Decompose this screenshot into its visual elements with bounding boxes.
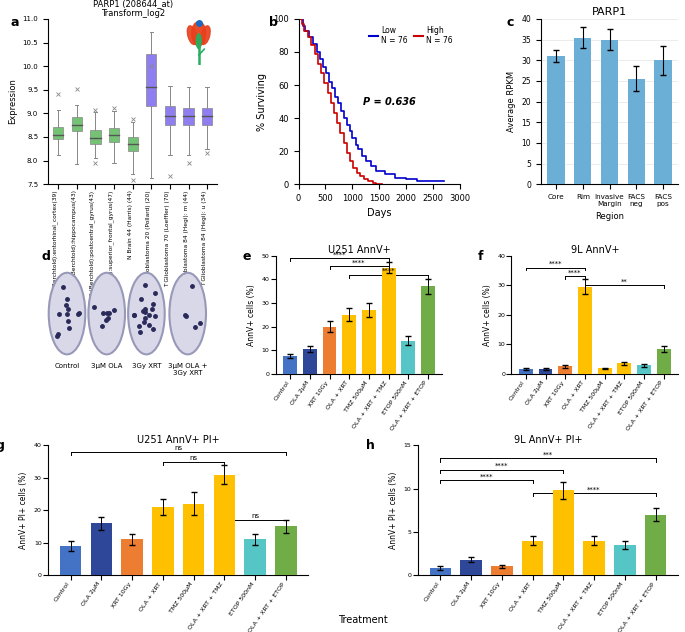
Bar	[601, 40, 619, 184]
Text: ****: ****	[382, 268, 395, 274]
Text: P = 0.636: P = 0.636	[363, 97, 416, 107]
X-axis label: Days: Days	[367, 209, 391, 219]
Bar	[491, 566, 512, 575]
Bar	[109, 128, 119, 142]
Text: 3Gy XRT: 3Gy XRT	[132, 363, 161, 369]
Y-axis label: AnnV+ cells (%): AnnV+ cells (%)	[483, 284, 492, 346]
Bar	[657, 349, 671, 374]
Bar	[627, 79, 645, 184]
Text: ****: ****	[495, 463, 508, 469]
Text: 3μM OLA +
3Gy XRT: 3μM OLA + 3Gy XRT	[168, 363, 208, 376]
Bar	[547, 56, 564, 184]
Bar	[90, 130, 101, 144]
Y-axis label: AnnV+ cells (%): AnnV+ cells (%)	[247, 284, 256, 346]
Text: d: d	[42, 250, 51, 263]
Text: g: g	[0, 439, 5, 452]
Bar	[382, 267, 395, 374]
Bar	[362, 310, 376, 374]
Bar	[645, 514, 667, 575]
Bar	[342, 315, 356, 374]
Title: U251 AnnV+ PI+: U251 AnnV+ PI+	[137, 435, 219, 444]
Text: e: e	[242, 250, 251, 263]
Y-axis label: AnnV+ PI+ cells (%): AnnV+ PI+ cells (%)	[19, 471, 28, 549]
Text: ns: ns	[251, 513, 259, 520]
Text: f: f	[478, 250, 484, 263]
Bar	[460, 559, 482, 575]
Bar	[275, 526, 297, 575]
Bar	[165, 106, 175, 125]
Text: ***: ***	[543, 452, 553, 458]
Text: ****: ****	[549, 261, 562, 267]
Bar	[214, 475, 235, 575]
Bar	[284, 356, 297, 374]
Title: U251 AnnV+: U251 AnnV+	[327, 245, 390, 255]
Text: Treatment: Treatment	[338, 614, 388, 624]
Bar	[184, 107, 194, 125]
Bar	[245, 540, 266, 575]
Text: 3μM OLA: 3μM OLA	[91, 363, 123, 369]
Bar	[202, 107, 212, 125]
Bar	[574, 37, 591, 184]
Bar	[584, 540, 605, 575]
Title: PARP1: PARP1	[592, 7, 627, 17]
Bar	[146, 54, 156, 106]
Bar	[637, 365, 651, 374]
Text: b: b	[269, 16, 278, 28]
Bar	[617, 363, 631, 374]
Bar	[121, 540, 142, 575]
Text: ****: ****	[352, 260, 366, 266]
Text: **: **	[621, 279, 627, 284]
Legend: Low
N = 76, High
N = 76: Low N = 76, High N = 76	[366, 23, 456, 48]
Bar	[538, 369, 552, 374]
Text: Control: Control	[54, 363, 79, 369]
Bar	[401, 341, 415, 374]
Text: c: c	[507, 16, 514, 28]
Y-axis label: % Surviving: % Surviving	[258, 73, 267, 131]
Bar	[598, 368, 612, 374]
Bar	[429, 568, 451, 575]
Title: 9L AnnV+ PI+: 9L AnnV+ PI+	[514, 435, 582, 444]
Bar	[522, 540, 543, 575]
Text: a: a	[11, 16, 19, 28]
Bar	[553, 490, 574, 575]
Bar	[53, 126, 63, 139]
Bar	[152, 507, 173, 575]
Text: ns: ns	[174, 445, 182, 451]
Bar	[614, 545, 636, 575]
Bar	[72, 117, 82, 131]
Bar	[323, 327, 336, 374]
Bar	[421, 286, 435, 374]
Text: ****: ****	[479, 473, 493, 479]
Bar	[558, 367, 572, 374]
Bar	[519, 369, 533, 374]
Bar	[90, 523, 112, 575]
X-axis label: Region: Region	[595, 212, 624, 221]
Bar	[578, 287, 592, 374]
Y-axis label: AnnV+ PI+ cells (%): AnnV+ PI+ cells (%)	[389, 471, 398, 549]
Text: ns: ns	[190, 455, 197, 461]
Bar	[654, 60, 672, 184]
Text: ****: ****	[587, 486, 601, 492]
Text: h: h	[366, 439, 375, 452]
Bar	[60, 546, 82, 575]
Title: MegaSampler (n=390, MAS5.0)
PARP1 (208644_at)
Transform_log2: MegaSampler (n=390, MAS5.0) PARP1 (20864…	[66, 0, 199, 18]
Y-axis label: Expression: Expression	[8, 78, 17, 125]
Y-axis label: Average RPKM: Average RPKM	[507, 71, 516, 132]
Bar	[127, 137, 138, 151]
Bar	[183, 504, 204, 575]
Text: ****: ****	[569, 270, 582, 276]
Bar	[303, 349, 316, 374]
Title: 9L AnnV+: 9L AnnV+	[571, 245, 619, 255]
Text: ****: ****	[333, 252, 346, 257]
